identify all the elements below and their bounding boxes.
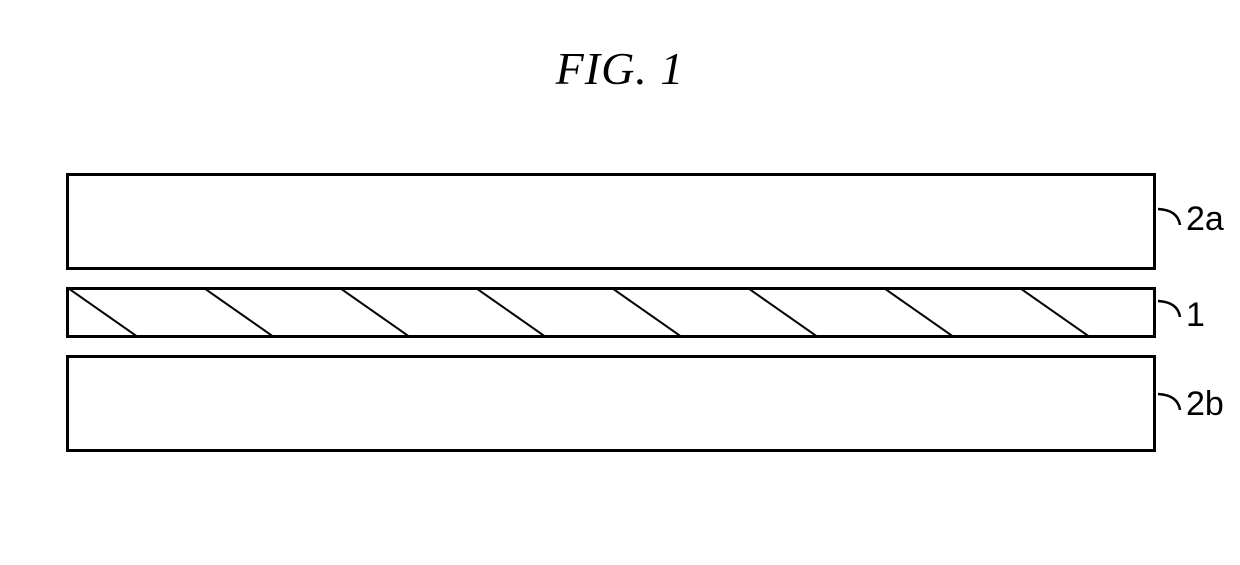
hatch-pattern (69, 290, 1153, 335)
label-2a: 2a (1186, 200, 1224, 239)
layer-2b (66, 355, 1156, 452)
layer-1 (66, 287, 1156, 338)
leader-2b (1158, 392, 1184, 420)
label-1: 1 (1186, 296, 1205, 335)
figure-title: FIG. 1 (0, 42, 1240, 95)
label-2b: 2b (1186, 385, 1224, 424)
layer-2a (66, 173, 1156, 270)
leader-1 (1158, 299, 1184, 327)
leader-2a (1158, 207, 1184, 235)
